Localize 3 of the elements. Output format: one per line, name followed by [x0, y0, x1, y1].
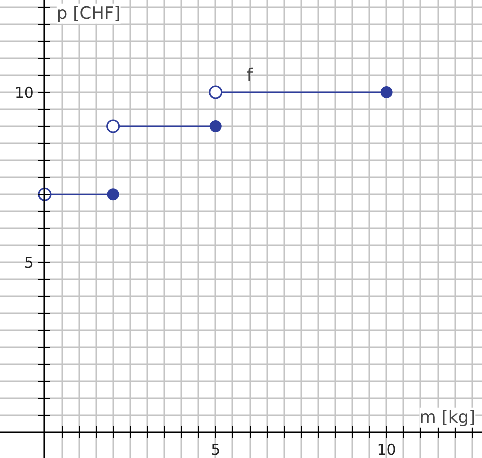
x-axis-title: m [kg]: [420, 408, 476, 428]
annotation: f: [246, 65, 254, 86]
y-axis-title: p [CHF]: [56, 4, 121, 24]
